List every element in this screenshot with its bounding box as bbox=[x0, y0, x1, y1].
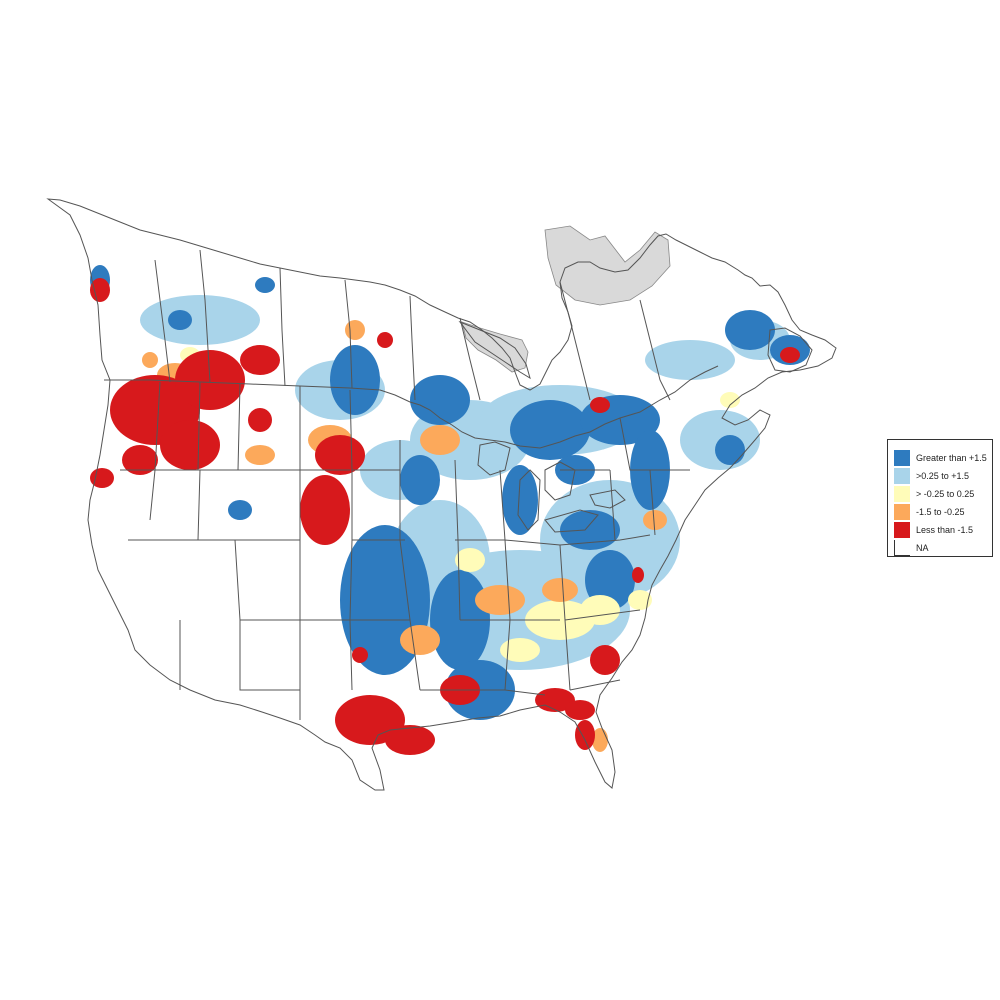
patch-red bbox=[565, 700, 595, 720]
legend-item-0-25-to-1-5: >0.25 to +1.5 bbox=[894, 467, 969, 484]
legend-swatch bbox=[894, 467, 910, 484]
patch-red bbox=[780, 347, 800, 363]
legend-item-less-than-1-5: Less than -1.5 bbox=[894, 521, 973, 538]
patch-dark-blue bbox=[400, 455, 440, 505]
patch-red bbox=[90, 278, 110, 302]
patch-red bbox=[315, 435, 365, 475]
great-lakes bbox=[477, 441, 626, 533]
patch-dark-blue bbox=[715, 435, 745, 465]
legend-swatch bbox=[894, 539, 910, 556]
patch-dark-blue bbox=[510, 400, 590, 460]
no-data-region bbox=[544, 225, 671, 306]
legend-label: > -0.25 to 0.25 bbox=[916, 488, 975, 499]
legend-swatch bbox=[894, 485, 910, 502]
patch-light-blue bbox=[140, 295, 260, 345]
patch-red bbox=[248, 408, 272, 432]
patch-light-blue bbox=[645, 340, 735, 380]
patch-dark-blue bbox=[725, 310, 775, 350]
newfoundland bbox=[767, 327, 813, 373]
patch-red bbox=[300, 475, 350, 545]
patch-red bbox=[352, 647, 368, 663]
legend-swatch bbox=[894, 449, 910, 466]
no-data-region bbox=[461, 321, 529, 373]
patch-red bbox=[590, 397, 610, 413]
patch-orange bbox=[142, 352, 158, 368]
legend-label: -1.5 to -0.25 bbox=[916, 506, 965, 517]
patch-red bbox=[535, 688, 575, 712]
patch-yellow bbox=[580, 595, 620, 625]
patch-red bbox=[632, 567, 644, 583]
patch-dark-blue bbox=[502, 465, 538, 535]
patch-yellow bbox=[455, 548, 485, 572]
patch-yellow bbox=[720, 392, 740, 408]
patch-yellow bbox=[500, 638, 540, 662]
patch-yellow bbox=[628, 590, 652, 610]
patch-red bbox=[160, 420, 220, 470]
legend-swatch bbox=[894, 503, 910, 520]
patch-orange bbox=[592, 728, 608, 752]
patch-dark-blue bbox=[255, 277, 275, 293]
legend: Greater than +1.5 >0.25 to +1.5 > -0.25 … bbox=[887, 439, 993, 557]
hudson-bay bbox=[458, 320, 531, 380]
patch-red bbox=[335, 695, 405, 745]
patch-red bbox=[122, 445, 158, 475]
legend-label: >0.25 to +1.5 bbox=[916, 470, 970, 481]
legend-item-neutral: > -0.25 to 0.25 bbox=[894, 485, 974, 502]
patch-orange bbox=[345, 320, 365, 340]
patch-red bbox=[590, 645, 620, 675]
patch-orange bbox=[400, 625, 440, 655]
trend-cells bbox=[90, 265, 810, 755]
canada-us-border bbox=[104, 365, 719, 449]
no-data-regions bbox=[461, 225, 671, 373]
legend-swatch bbox=[894, 521, 910, 538]
patch-dark-blue bbox=[410, 375, 470, 425]
patch-red bbox=[385, 725, 435, 755]
legend-label: NA bbox=[916, 542, 929, 553]
boundaries bbox=[46, 198, 837, 791]
patch-dark-blue bbox=[560, 510, 620, 550]
patch-red bbox=[240, 345, 280, 375]
patch-orange bbox=[542, 578, 578, 602]
legend-item-minus-1-5-to-0-25: -1.5 to -0.25 bbox=[894, 503, 965, 520]
legend-item-greater-than-1-5: Greater than +1.5 bbox=[894, 449, 987, 466]
state-lines bbox=[120, 381, 690, 720]
patch-orange bbox=[245, 445, 275, 465]
patch-dark-blue bbox=[228, 500, 252, 520]
patch-red bbox=[575, 720, 595, 750]
legend-label: Less than -1.5 bbox=[916, 524, 974, 535]
province-lines bbox=[154, 249, 671, 401]
continent-outline bbox=[46, 198, 837, 791]
patch-orange bbox=[475, 585, 525, 615]
legend-label: Greater than +1.5 bbox=[916, 452, 987, 463]
patch-orange bbox=[420, 425, 460, 455]
legend-item-na: NA bbox=[894, 539, 929, 556]
patch-red bbox=[377, 332, 393, 348]
patch-dark-blue bbox=[330, 345, 380, 415]
patch-dark-blue bbox=[168, 310, 192, 330]
patch-orange bbox=[643, 510, 667, 530]
patch-dark-blue bbox=[585, 550, 635, 610]
